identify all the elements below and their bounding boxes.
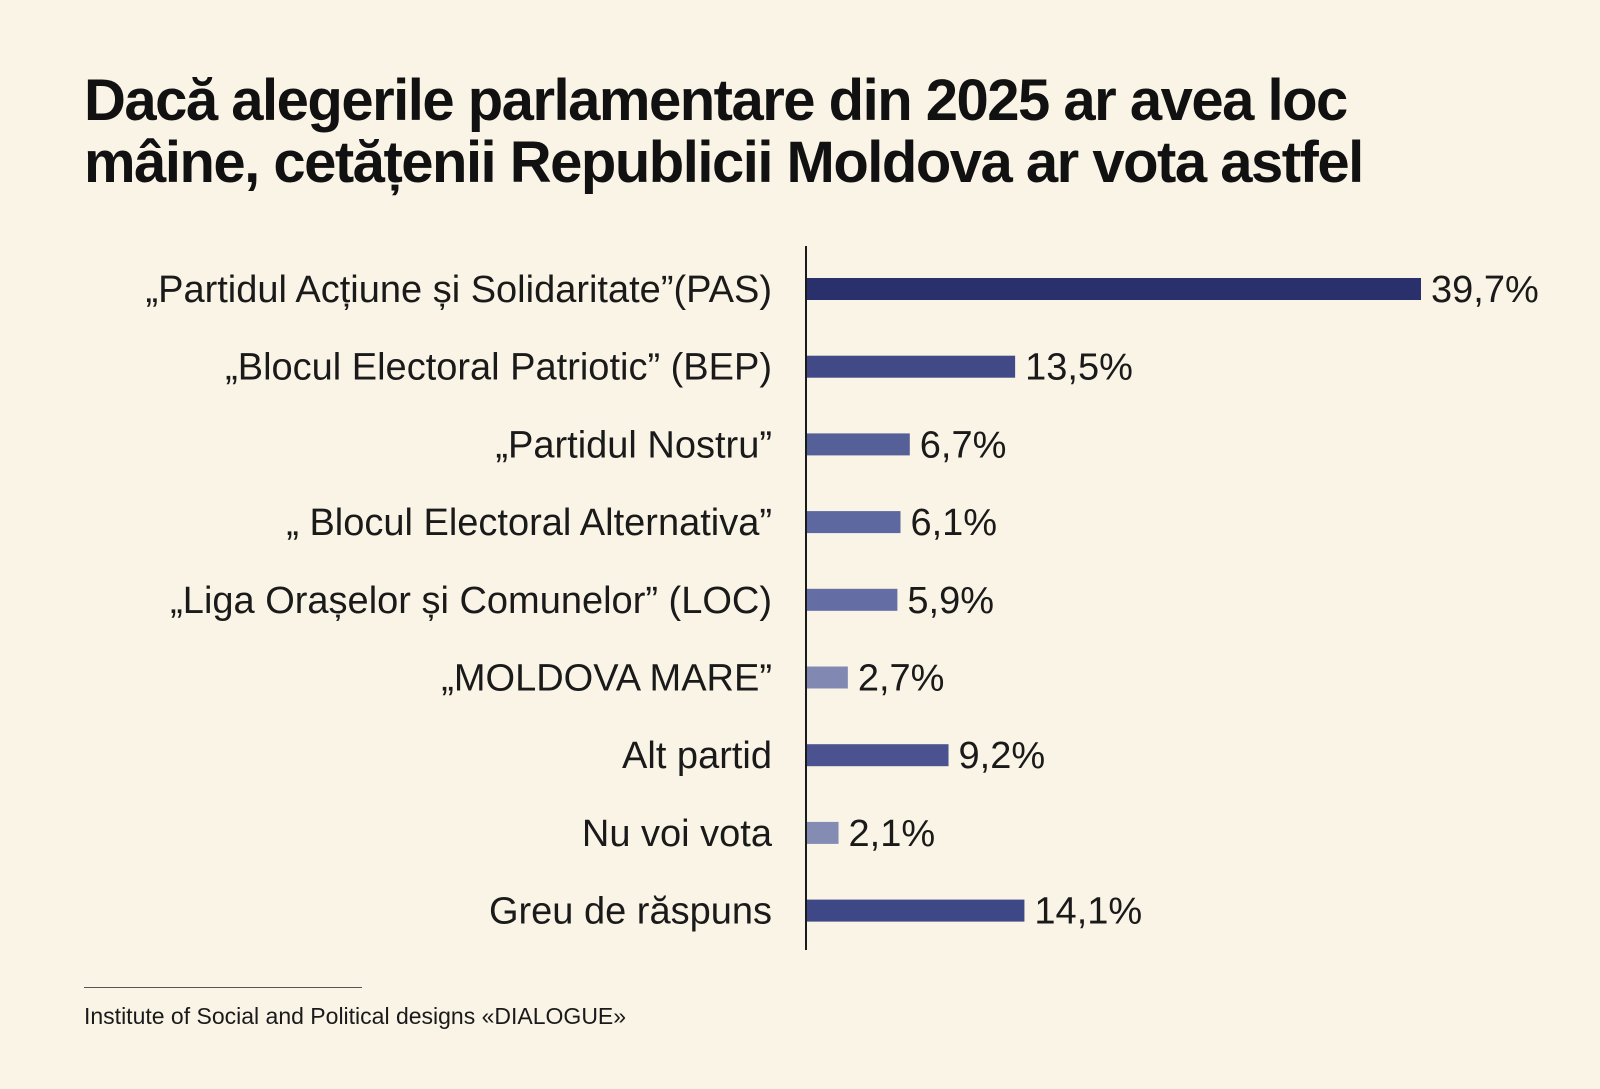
bar-row: „Liga Orașelor și Comunelor” (LOC) 5,9% bbox=[170, 580, 994, 622]
category-label: „Partidul Nostru” bbox=[495, 424, 772, 466]
category-label: „Blocul Electoral Patriotic” (BEP) bbox=[225, 347, 772, 389]
category-label: „MOLDOVA MARE” bbox=[441, 658, 772, 700]
bar-row: Greu de răspuns 14,1% bbox=[489, 891, 1142, 933]
bar-row: „Partidul Acțiune și Solidaritate”(PAS) 3… bbox=[145, 269, 1538, 311]
chart-title-line-2: mâine, cetățenii Republicii Moldova ar v… bbox=[84, 130, 1364, 195]
bar bbox=[806, 355, 1016, 378]
bar bbox=[806, 278, 1421, 300]
value-label: 2,7% bbox=[858, 658, 945, 700]
bar-row: Alt partid 9,2% bbox=[622, 735, 1045, 777]
category-label: Nu voi vota bbox=[582, 813, 773, 855]
value-label: 6,1% bbox=[910, 502, 997, 544]
value-label: 6,7% bbox=[920, 424, 1007, 466]
bar-row: „Blocul Electoral Patriotic” (BEP) 13,5% bbox=[225, 347, 1133, 389]
value-label: 2,1% bbox=[849, 813, 936, 855]
category-label: Greu de răspuns bbox=[489, 891, 772, 933]
category-label: Alt partid bbox=[622, 735, 772, 777]
footer-divider bbox=[84, 987, 362, 988]
bar-row: „ Blocul Electoral Alternativa” 6,1% bbox=[286, 502, 997, 544]
category-label: „Liga Orașelor și Comunelor” (LOC) bbox=[170, 580, 772, 622]
category-label: „Partidul Acțiune și Solidaritate”(PAS) bbox=[145, 269, 772, 311]
bar bbox=[806, 588, 898, 611]
value-label: 9,2% bbox=[959, 735, 1046, 777]
bar-row: „MOLDOVA MARE” 2,7% bbox=[441, 658, 944, 700]
bars-group: „Partidul Acțiune și Solidaritate”(PAS) 3… bbox=[145, 269, 1538, 933]
value-label: 5,9% bbox=[907, 580, 994, 622]
bar bbox=[806, 899, 1025, 922]
bar-row: „Partidul Nostru” 6,7% bbox=[495, 424, 1006, 466]
source-note: Institute of Social and Political design… bbox=[84, 1003, 627, 1029]
chart-title-line-1: Dacă alegerile parlamentare din 2025 ar … bbox=[84, 68, 1348, 133]
value-label: 14,1% bbox=[1034, 891, 1142, 933]
chart-title: Dacă alegerile parlamentare din 2025 ar … bbox=[84, 70, 1544, 194]
bar bbox=[806, 821, 839, 844]
category-label: „ Blocul Electoral Alternativa” bbox=[286, 502, 772, 544]
bar bbox=[806, 666, 848, 689]
value-label: 39,7% bbox=[1431, 269, 1539, 311]
bar-row: Nu voi vota 2,1% bbox=[582, 813, 935, 855]
bar bbox=[806, 744, 949, 767]
bar bbox=[806, 511, 901, 534]
bar bbox=[806, 433, 910, 456]
value-label: 13,5% bbox=[1025, 347, 1133, 389]
